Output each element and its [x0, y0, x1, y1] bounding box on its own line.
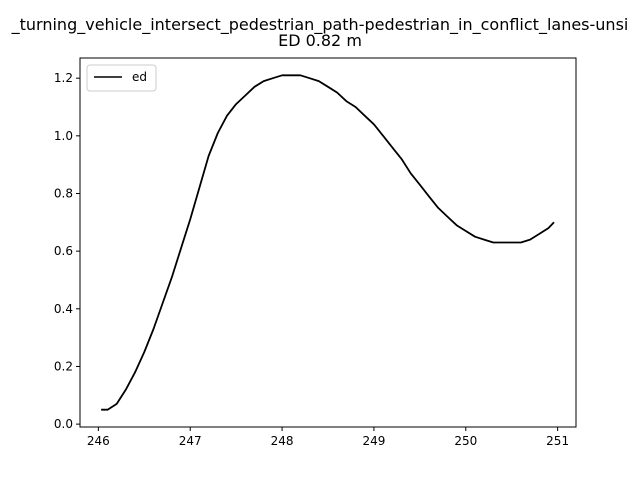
legend-box	[86, 64, 157, 92]
y-tick-label: 0.2	[54, 359, 73, 373]
series-line-ed	[101, 74, 555, 411]
chart-title: _turning_vehicle_intersect_pedestrian_pa…	[11, 15, 629, 35]
x-tick-label: 250	[454, 434, 477, 448]
y-tick-label: 1.2	[54, 71, 73, 85]
x-tick-label: 246	[87, 434, 110, 448]
y-tick-label: 0.8	[54, 186, 73, 200]
plot-frame	[79, 57, 577, 428]
y-tick-label: 0.6	[54, 244, 73, 258]
x-tick-label: 249	[362, 434, 385, 448]
y-tick-label: 1.0	[54, 129, 73, 143]
x-tick-label: 247	[179, 434, 202, 448]
y-tick-label: 0.0	[54, 417, 73, 431]
series-layer	[101, 74, 555, 411]
legend: ed	[86, 64, 157, 92]
x-tick-label: 248	[271, 434, 294, 448]
y-tick-label: 0.4	[54, 302, 73, 316]
chart-subtitle: ED 0.82 m	[278, 31, 362, 50]
legend-label-ed: ed	[132, 70, 147, 84]
x-tick-label: 251	[546, 434, 569, 448]
axis-ticks: 246 247 248 249 250 251 0.0 0.2 0.4 0.6 0.8 1.0 1.2	[54, 71, 569, 448]
